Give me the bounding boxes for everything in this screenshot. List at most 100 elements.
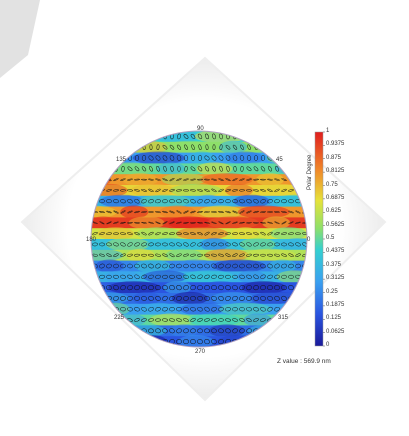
- polarization-glyph: [169, 274, 175, 279]
- polarization-glyph: [169, 189, 175, 192]
- polarization-glyph: [197, 232, 203, 236]
- polarization-glyph: [274, 221, 280, 225]
- polarization-glyph: [232, 232, 238, 235]
- polarization-glyph: [232, 199, 238, 204]
- polarization-glyph: [302, 318, 307, 322]
- polarization-glyph: [197, 318, 203, 322]
- colorbar-tick-label: 0.625: [326, 208, 342, 215]
- heat-patch: [140, 302, 177, 316]
- polarization-glyph: [204, 306, 210, 312]
- polarization-glyph: [107, 165, 111, 172]
- polarization-glyph: [267, 306, 273, 312]
- polarization-glyph: [190, 199, 196, 204]
- polarization-glyph: [260, 263, 266, 269]
- polarization-glyph: [127, 307, 133, 312]
- polarization-glyph: [253, 339, 259, 345]
- heat-patch: [266, 151, 307, 165]
- polarization-glyph: [106, 210, 112, 214]
- polarization-glyph: [260, 221, 266, 224]
- colorbar-tick-label: 0.375: [326, 261, 342, 268]
- polarization-glyph: [261, 133, 265, 140]
- polarization-glyph: [197, 199, 203, 204]
- polarization-glyph: [183, 155, 189, 161]
- polarization-glyph: [148, 155, 154, 161]
- polarization-glyph: [246, 242, 252, 247]
- polarization-glyph: [120, 263, 126, 269]
- polarization-glyph: [275, 133, 279, 140]
- polarization-glyph: [184, 144, 188, 150]
- polarization-glyph: [141, 306, 147, 312]
- polarization-glyph: [295, 328, 301, 334]
- polarization-glyph: [106, 253, 112, 257]
- heat-patch: [243, 248, 296, 262]
- polarization-glyph: [106, 155, 112, 161]
- polarization-glyph: [113, 189, 119, 192]
- polarization-glyph: [288, 189, 294, 192]
- polarization-glyph: [295, 221, 301, 224]
- polarization-glyph: [141, 339, 147, 345]
- polarization-glyph: [274, 307, 280, 312]
- polarization-glyph: [127, 339, 133, 345]
- polarization-glyph: [197, 253, 203, 257]
- colorbar-tick-label: 0.4375: [326, 248, 345, 255]
- polarization-glyph: [106, 242, 112, 247]
- polarization-glyph: [239, 263, 245, 269]
- polarization-glyph: [155, 188, 161, 193]
- polarization-glyph: [134, 274, 140, 279]
- heat-patch: [231, 227, 260, 241]
- heat-patch: [91, 335, 136, 347]
- polarization-glyph: [106, 232, 112, 235]
- polarization-glyph: [134, 285, 140, 291]
- polarization-glyph: [204, 242, 210, 247]
- polarization-glyph: [246, 199, 252, 204]
- polarization-glyph: [148, 263, 154, 269]
- polarization-glyph: [211, 274, 217, 279]
- polarization-glyph: [141, 242, 147, 247]
- heat-patch: [247, 324, 292, 338]
- polarization-glyph: [162, 318, 168, 322]
- polarization-glyph: [281, 263, 287, 269]
- polarization-glyph: [100, 133, 104, 140]
- polarization-glyph: [281, 328, 287, 334]
- polarization-glyph: [183, 296, 189, 301]
- polarization-glyph: [92, 242, 98, 247]
- polarization-glyph: [197, 296, 203, 301]
- polarization-glyph: [183, 253, 189, 257]
- angle-label-315: 315: [278, 315, 289, 321]
- polarization-glyph: [176, 307, 182, 312]
- polarization-glyph: [260, 231, 266, 236]
- polarization-glyph: [162, 328, 168, 334]
- polarization-glyph: [169, 144, 175, 150]
- polarization-glyph: [232, 210, 238, 214]
- angle-label-180: 180: [86, 237, 97, 243]
- polarization-glyph: [246, 318, 252, 322]
- angle-label-90: 90: [197, 126, 204, 132]
- polarization-glyph: [211, 296, 217, 301]
- polarization-glyph: [148, 274, 154, 279]
- polarization-glyph: [281, 339, 287, 345]
- polarization-glyph: [204, 199, 210, 204]
- polarization-glyph: [288, 242, 294, 247]
- polarization-glyph: [219, 133, 223, 140]
- polarization-glyph: [134, 232, 140, 236]
- polarization-glyph: [99, 318, 105, 322]
- colorbar-tick-label: 0.8125: [326, 168, 345, 175]
- polarization-glyph: [246, 328, 252, 334]
- polarization-glyph: [281, 242, 287, 247]
- polarization-glyph: [106, 263, 112, 269]
- polarization-glyph: [99, 178, 105, 181]
- polarization-glyph: [148, 199, 154, 204]
- polarization-glyph: [197, 133, 203, 140]
- polarization-glyph: [176, 263, 182, 269]
- heat-patch: [194, 194, 223, 208]
- polarization-glyph: [197, 339, 203, 345]
- polarization-glyph: [267, 285, 273, 291]
- polarization-glyph: [155, 211, 161, 213]
- polarization-glyph: [218, 221, 224, 225]
- heat-patch: [256, 335, 307, 347]
- heat-row: [91, 282, 307, 294]
- heat-patch: [210, 291, 255, 305]
- polarization-glyph: [190, 189, 196, 192]
- polarization-glyph: [260, 328, 266, 334]
- polarization-glyph: [197, 274, 203, 279]
